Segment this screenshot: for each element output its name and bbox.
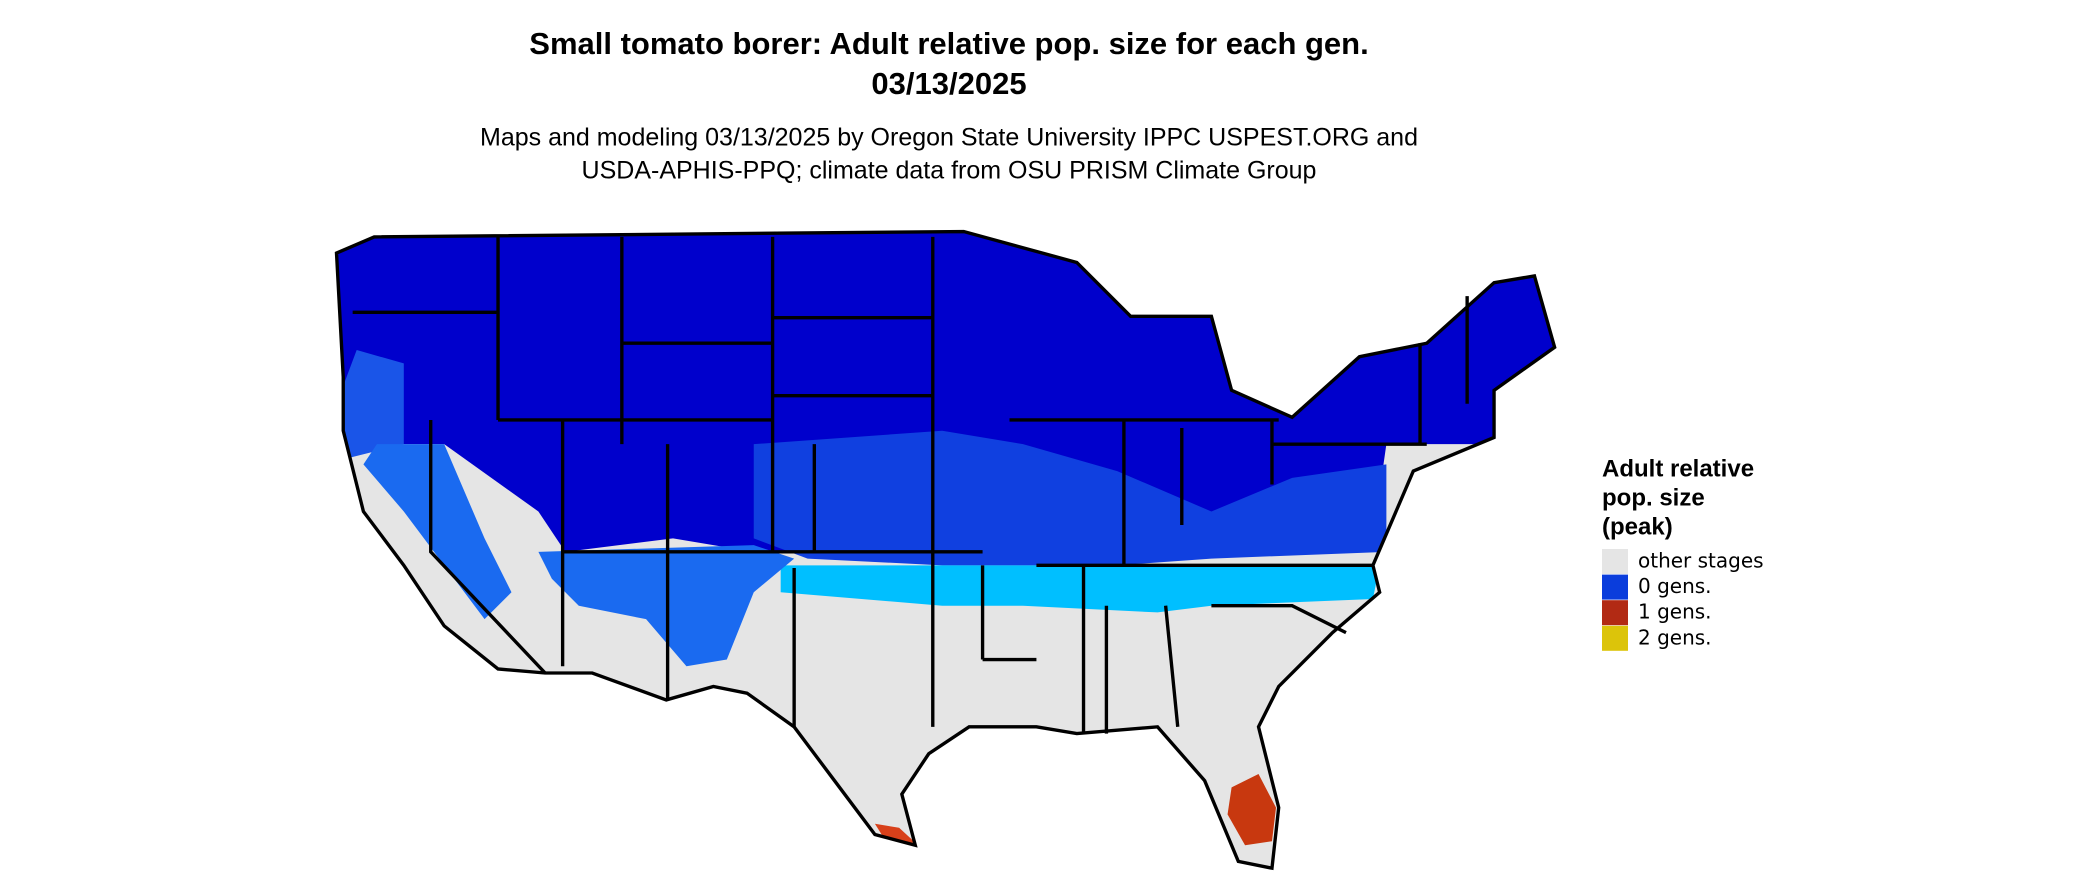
legend-title: Adult relative: [1602, 455, 1754, 482]
legend-label: 0 gens.: [1638, 574, 1712, 598]
region-blue: [753, 430, 1387, 566]
title: 03/13/2025: [871, 66, 1026, 101]
legend-title: (peak): [1602, 513, 1673, 540]
state-lines: [334, 229, 1557, 871]
region-cyan: [780, 565, 1380, 613]
legend-swatch: [1602, 574, 1628, 600]
legend-swatch: [1602, 549, 1628, 574]
legend-label: 1 gens.: [1638, 600, 1712, 624]
legend: Adult relative pop. size (peak) other st…: [1602, 455, 1764, 651]
subtitle: USDA-APHIS-PPQ; climate data from OSU PR…: [582, 157, 1317, 185]
region-coast: [336, 349, 404, 458]
legend-swatch: [1602, 600, 1628, 626]
map: [334, 229, 1557, 871]
region-sierra: [363, 444, 512, 620]
legend-title: pop. size: [1602, 484, 1705, 511]
region-florida: [1227, 773, 1277, 846]
title: Small tomato borer: Adult relative pop. …: [529, 26, 1368, 61]
legend-label: 2 gens.: [1638, 625, 1712, 649]
legend-swatch: [1602, 625, 1628, 651]
subtitle: Maps and modeling 03/13/2025 by Oregon S…: [480, 124, 1418, 152]
legend-label: other stages: [1638, 549, 1764, 573]
